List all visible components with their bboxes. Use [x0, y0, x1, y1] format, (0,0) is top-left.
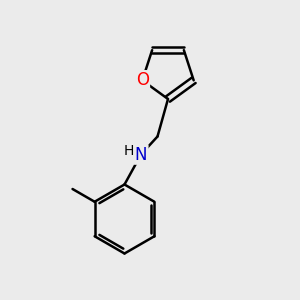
Text: N: N — [135, 146, 147, 164]
Text: O: O — [136, 71, 149, 89]
Text: H: H — [124, 144, 134, 158]
